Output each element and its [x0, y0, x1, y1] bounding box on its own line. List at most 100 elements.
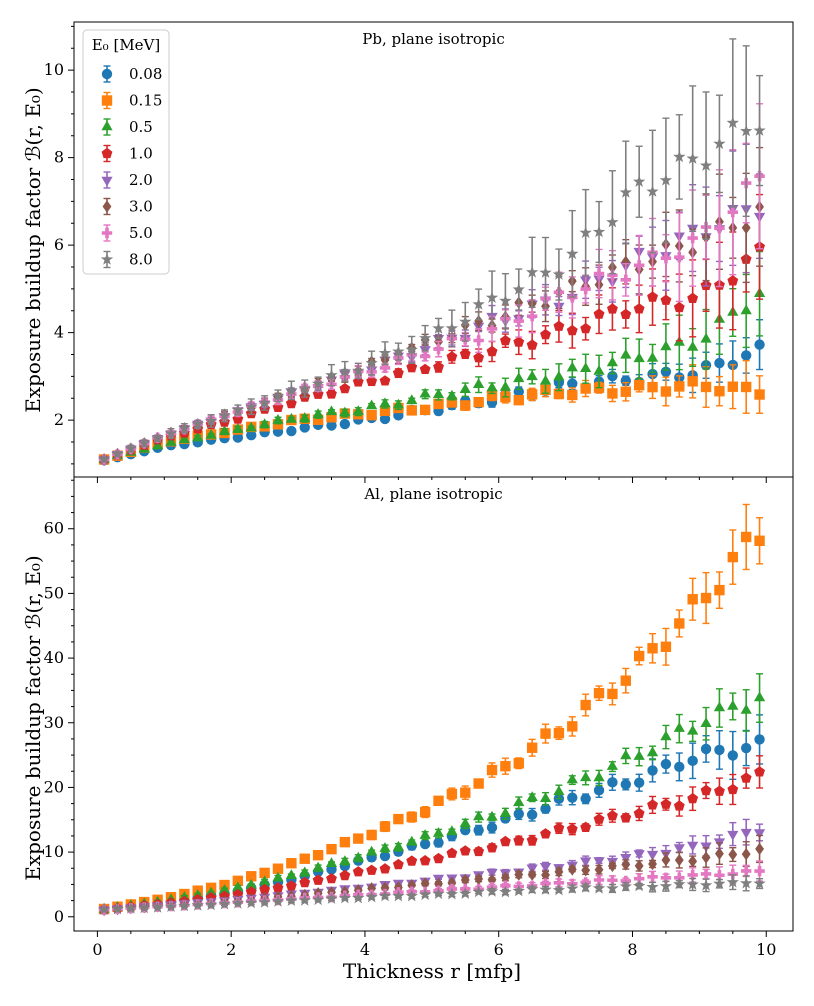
- data-point: [486, 323, 498, 335]
- data-point: [647, 381, 658, 393]
- data-point: [741, 221, 751, 235]
- data-point: [621, 255, 631, 269]
- data-point: [312, 849, 324, 861]
- data-point: [606, 882, 619, 894]
- data-point: [540, 828, 551, 839]
- data-point: [660, 758, 672, 770]
- data-point: [754, 389, 765, 400]
- data-point: [553, 370, 565, 381]
- data-point: [366, 375, 378, 386]
- data-point: [633, 777, 645, 788]
- data-point: [500, 335, 511, 346]
- data-point: [204, 898, 218, 911]
- data-point: [419, 838, 431, 850]
- data-point: [701, 851, 711, 864]
- data-point: [727, 750, 739, 761]
- data-point: [460, 824, 471, 836]
- data-point: [713, 701, 726, 712]
- data-point: [352, 851, 364, 862]
- data-point: [272, 882, 284, 893]
- data-point: [460, 873, 470, 887]
- data-point: [687, 869, 698, 881]
- data-point: [593, 365, 605, 375]
- data-point: [552, 268, 566, 280]
- data-point: [553, 320, 565, 331]
- data-point: [687, 755, 698, 767]
- data-point: [379, 842, 391, 852]
- data-point: [633, 380, 645, 391]
- data-point: [472, 885, 485, 898]
- data-point: [165, 436, 177, 446]
- data-point: [285, 880, 297, 891]
- x-tick-label: 4: [360, 940, 370, 959]
- data-point: [660, 798, 672, 809]
- data-point: [285, 894, 298, 906]
- data-point: [245, 878, 257, 889]
- data-point: [714, 785, 725, 796]
- data-point: [620, 675, 631, 686]
- data-point: [379, 397, 391, 408]
- data-point: [593, 785, 605, 796]
- data-point: [513, 372, 525, 383]
- data-point: [513, 796, 525, 807]
- data-point: [473, 335, 484, 346]
- legend-marker-3.0: [102, 200, 112, 213]
- data-point: [660, 730, 672, 741]
- data-point: [325, 857, 338, 867]
- data-point: [593, 771, 605, 782]
- legend-marker-1.0: [101, 147, 113, 159]
- data-point: [352, 866, 364, 877]
- data-point: [406, 835, 418, 846]
- data-point: [432, 388, 445, 399]
- data-point: [607, 303, 618, 314]
- data-point: [579, 880, 592, 893]
- data-point: [633, 873, 645, 884]
- data-point: [218, 409, 231, 421]
- data-point: [419, 888, 432, 901]
- data-point: [339, 869, 351, 881]
- data-point: [727, 868, 739, 880]
- data-point: [512, 283, 525, 295]
- data-point: [138, 901, 151, 914]
- data-point: [686, 152, 699, 164]
- data-point: [311, 893, 325, 906]
- data-point: [513, 315, 524, 327]
- data-point: [365, 356, 378, 369]
- data-point: [674, 251, 685, 263]
- data-point: [660, 641, 672, 652]
- data-point: [432, 322, 445, 334]
- data-point: [579, 226, 592, 239]
- data-point: [620, 274, 631, 286]
- data-point: [232, 881, 244, 892]
- data-point: [352, 891, 365, 904]
- series-8.0: [97, 38, 766, 465]
- data-point: [593, 268, 605, 279]
- data-point: [286, 857, 297, 869]
- data-point: [326, 843, 337, 855]
- data-point: [715, 847, 724, 860]
- data-point: [526, 389, 538, 400]
- data-point: [754, 766, 765, 777]
- data-point: [566, 773, 578, 784]
- data-point: [687, 841, 699, 852]
- data-point: [312, 414, 324, 425]
- data-point: [312, 861, 324, 872]
- x-tick-label: 8: [627, 940, 637, 959]
- data-point: [392, 367, 404, 378]
- data-point: [245, 886, 257, 897]
- data-point: [726, 875, 739, 888]
- series-1.0: [98, 755, 765, 915]
- data-point: [513, 336, 525, 347]
- data-point: [446, 351, 458, 362]
- data-point: [446, 825, 458, 836]
- data-point: [97, 453, 111, 465]
- data-point: [553, 877, 565, 889]
- data-point: [473, 824, 484, 836]
- data-point: [473, 778, 484, 789]
- data-point: [474, 872, 484, 886]
- data-point: [272, 863, 284, 874]
- data-point: [580, 821, 592, 832]
- data-point: [526, 882, 539, 895]
